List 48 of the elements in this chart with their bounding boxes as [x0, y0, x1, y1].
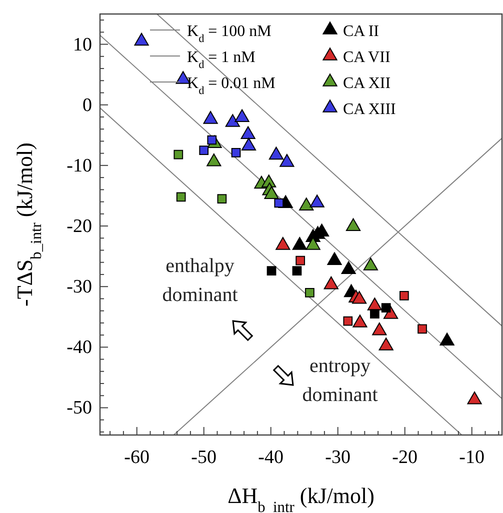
x-tick-label: -40: [258, 447, 284, 468]
point: [280, 154, 294, 167]
point: [352, 290, 367, 304]
y-tick-label: -30: [66, 276, 92, 298]
y-tick-label: -50: [66, 398, 92, 419]
point: [203, 111, 218, 124]
point: [363, 258, 378, 270]
point: [324, 276, 338, 290]
legend-label: CA II: [343, 23, 379, 40]
point: [264, 186, 279, 199]
point: [378, 338, 394, 350]
legend-label: CA XII: [343, 75, 391, 92]
point: [352, 314, 368, 328]
x-tick-label: -20: [392, 447, 418, 468]
y-tick-label: -10: [66, 155, 92, 176]
legend-label: K$_{d}$ = 0.01 nM: [187, 75, 276, 97]
y-tick-label: 10: [73, 34, 92, 56]
point: [276, 237, 290, 250]
point: [268, 146, 284, 160]
legend-label: CA VII: [343, 49, 390, 66]
x-tick-label: -30: [325, 447, 351, 468]
point: [341, 261, 356, 274]
y-tick-label: 0: [82, 94, 92, 116]
point: [225, 114, 240, 127]
point: [310, 194, 324, 208]
point: [467, 392, 482, 404]
legend-label: K$_{d}$ = 100 nM: [187, 23, 272, 45]
point: [234, 109, 250, 122]
legend-label: K$_{d}$ = 1 nM: [187, 49, 256, 71]
x-tick-label: -50: [191, 447, 217, 468]
x-tick-label: -10: [459, 447, 485, 468]
point: [346, 218, 361, 232]
point: [292, 237, 307, 250]
point: [241, 138, 256, 150]
annotation: enthalpy dominant: [162, 255, 238, 306]
point: [440, 332, 454, 346]
point: [372, 322, 387, 336]
y-tick-label: -40: [66, 337, 92, 358]
point: [306, 237, 320, 250]
point: [327, 252, 342, 265]
annotation: entropy dominant: [302, 355, 378, 406]
point: [206, 153, 222, 166]
point: [134, 32, 149, 46]
x-tick-label: -60: [124, 447, 150, 468]
legend-label: CA XIII: [343, 101, 396, 118]
point: [240, 126, 256, 139]
y-tick-label: -20: [66, 216, 92, 238]
point: [299, 198, 314, 210]
